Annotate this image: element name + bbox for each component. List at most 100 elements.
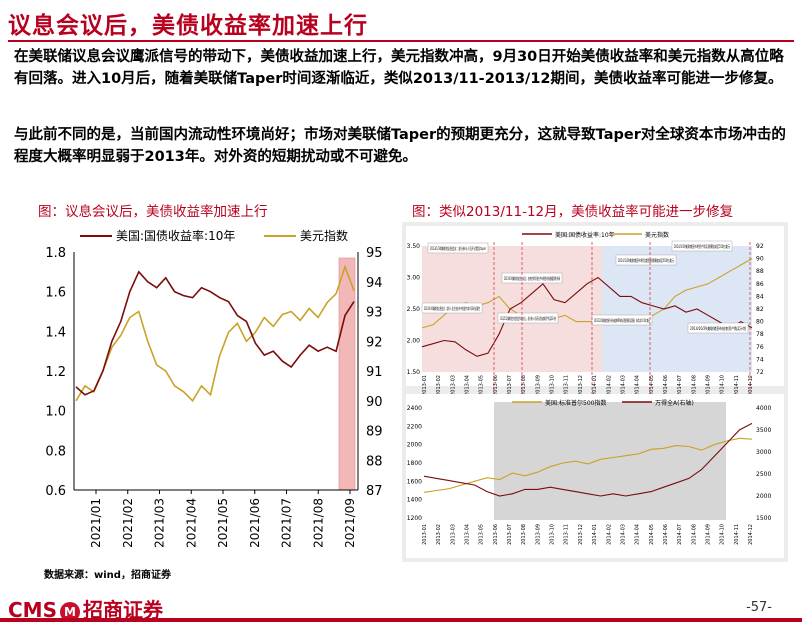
annotation-text: 2014/3/19美联储宣布将资产购买规模削减至550亿美元 <box>674 243 730 249</box>
y-right-tick-label: 93 <box>366 306 383 321</box>
y-left-tick-label: 1.0 <box>45 405 66 420</box>
y-right-tick-label: 89 <box>366 425 383 440</box>
top-y-right-tick: 80 <box>756 319 764 326</box>
top-blue-band <box>602 246 752 372</box>
top-y-right-tick: 90 <box>756 256 764 263</box>
x-tick-label: 2021/07 <box>280 498 294 548</box>
top-series-yield <box>421 276 753 357</box>
top-y-left-tick: 1.50 <box>407 369 421 376</box>
bottom-legend-label-wind: 万得全A(右轴) <box>655 399 694 407</box>
top-y-right-tick: 84 <box>756 293 764 300</box>
top-x-tick: 2014-01 <box>592 375 598 396</box>
bottom-x-tick: 2013-05 <box>479 524 485 545</box>
figure2-panel: 美国:国债收益率:10年 美元指数 1.50 2.00 2.50 3.00 3.50 72 74… <box>402 222 788 562</box>
bottom-y-left-tick: 1200 <box>407 515 422 522</box>
top-y-right-tick: 92 <box>756 243 764 250</box>
bottom-x-tick: 2013-01 <box>422 524 428 545</box>
top-x-tick: 2013-11 <box>564 375 570 396</box>
y-right-tick-label: 92 <box>366 335 383 350</box>
y-left-tick-label: 0.8 <box>45 444 66 459</box>
top-legend-label-usd: 美元指数 <box>645 231 669 239</box>
top-x-tick: 2014-04 <box>635 375 641 396</box>
top-y-left-tick: 2.00 <box>407 338 421 345</box>
figure1-panel: 美国:国债收益率:10年 美元指数 0.6 0.8 1.0 1.2 1.4 1.6 1.8 87 8… <box>14 220 398 562</box>
annotation-box <box>671 240 733 252</box>
bottom-y-left-tick: 2400 <box>407 405 422 412</box>
paragraph-1: 在美联储议息会议鹰派信号的带动下，美债收益加速上行，美元指数冲高，9月30日开始… <box>14 49 784 87</box>
bottom-y-right-tick: 4000 <box>756 405 771 412</box>
top-legend-label-yield: 美国:国债收益率:10年 <box>555 231 615 239</box>
bottom-y-right-tick: 3000 <box>756 449 771 456</box>
x-tick-label: 2021/05 <box>216 498 230 548</box>
figure2-title: 图：类似2013/11-12月，美债收益率可能进一步修复 <box>412 204 734 220</box>
top-x-tick: 2014-08 <box>691 375 697 396</box>
legend-label-yield: 美国:国债收益率:10年 <box>116 228 235 243</box>
bottom-x-tick: 2013-03 <box>450 524 456 545</box>
series-line-usd <box>75 264 355 403</box>
top-y-left-tick: 3.00 <box>407 275 421 282</box>
y-right-tick-label: 95 <box>366 246 383 261</box>
x-tick-label: 2021/04 <box>184 498 198 548</box>
top-x-tick: 2014-05 <box>649 375 655 396</box>
annotation-text: 2014/10/29美联储宣布结束资产购买计划 <box>690 325 746 331</box>
bottom-series-wind <box>423 422 753 497</box>
y-right-tick-label: 87 <box>366 484 383 499</box>
paragraph-2: 与此前不同的是，当前国内流动性环境尚好；市场对美联储Taper的预期更充分，这就… <box>14 127 786 165</box>
page-title: 议息会议后，美债收益率加速上行 <box>8 13 368 39</box>
top-x-tick: 2014-09 <box>705 375 711 396</box>
top-x-tick: 2013-09 <box>535 375 541 396</box>
y-left-tick-label: 1.2 <box>45 365 66 380</box>
y-right-tick-label: 91 <box>366 365 383 380</box>
top-x-tick: 2014-07 <box>677 375 683 396</box>
top-x-tick: 2013-08 <box>521 375 527 396</box>
top-x-tick: 2014-11 <box>734 375 740 396</box>
top-x-tick: 2014-02 <box>606 375 612 396</box>
top-y-right-tick: 86 <box>756 281 764 288</box>
bottom-y-right-tick: 3500 <box>756 427 771 434</box>
top-x-tick: 2013-04 <box>465 375 471 396</box>
bottom-y-right-tick: 2500 <box>756 471 771 478</box>
top-x-tick: 2014-06 <box>663 375 669 396</box>
bottom-y-left-tick: 1400 <box>407 497 422 504</box>
top-x-tick: 2014-10 <box>720 375 726 396</box>
bottom-y-left-tick: 1800 <box>407 460 422 467</box>
bottom-x-tick: 2014-10 <box>720 524 726 545</box>
top-x-tick: 2014-12 <box>748 375 754 396</box>
annotation-text: 2013/6/19美联储议息会议后，伯南克称可能在今年晚些时候放缓购债节奏 <box>504 275 560 281</box>
figure1-chart: 美国:国债收益率:10年 美元指数 0.6 0.8 1.0 1.2 1.4 1.6 1.8 87 8… <box>45 228 383 548</box>
bottom-x-tick: 2014-02 <box>606 524 612 545</box>
bottom-x-tick: 2013-08 <box>521 524 527 545</box>
annotation-text: 2013/4/10美联储议息会议：部分人员主张在年中前逐步减少QE的必要性 <box>424 305 480 311</box>
bottom-x-tick: 2014-04 <box>635 524 641 545</box>
top-x-tick: 2013-02 <box>436 375 442 396</box>
annotation-box <box>427 242 489 254</box>
x-tick-label: 2021/02 <box>121 498 135 548</box>
bottom-x-tick: 2013-12 <box>578 524 584 545</box>
y-left-tick-label: 1.4 <box>45 325 66 340</box>
top-x-tick: 2013-10 <box>550 375 556 396</box>
bottom-x-tick: 2014-11 <box>734 524 740 545</box>
bottom-x-tick: 2014-05 <box>649 524 655 545</box>
top-y-right-tick: 74 <box>756 356 764 363</box>
bottom-x-tick: 2014-12 <box>748 524 754 545</box>
annotation-text: 2013/1/30美联储议息会议：部分参与人员开式提及taper <box>430 245 486 251</box>
top-x-tick: 2013-05 <box>479 375 485 396</box>
annotation-box <box>501 272 563 284</box>
series-line-yield <box>75 270 355 396</box>
bottom-y-left-tick: 2200 <box>407 423 422 430</box>
annotation-text: 2013/12/18美联储宣布开始缩减MBS和长期国债购买规模，每月减少100亿… <box>594 317 650 323</box>
x-tick-label: 2021/01 <box>89 498 103 548</box>
bottom-y-right-tick: 1500 <box>756 515 771 522</box>
highlight-band <box>338 257 356 491</box>
bottom-x-tick: 2014-06 <box>663 524 669 545</box>
bottom-x-tick: 2013-07 <box>507 524 513 545</box>
top-x-tick: 2014-03 <box>620 375 626 396</box>
top-y-right-tick: 82 <box>756 306 764 313</box>
bottom-grey-band <box>494 402 726 520</box>
y-left-tick-label: 1.6 <box>45 286 66 301</box>
bottom-y-left-tick: 2000 <box>407 442 422 449</box>
annotation-text: 2014/1/29美联储宣布将月度购债规模缩减至650亿美元 <box>618 257 674 263</box>
y-right-tick-label: 88 <box>366 454 383 469</box>
top-x-tick: 2013-07 <box>507 375 513 396</box>
top-y-right-tick: 76 <box>756 344 764 351</box>
